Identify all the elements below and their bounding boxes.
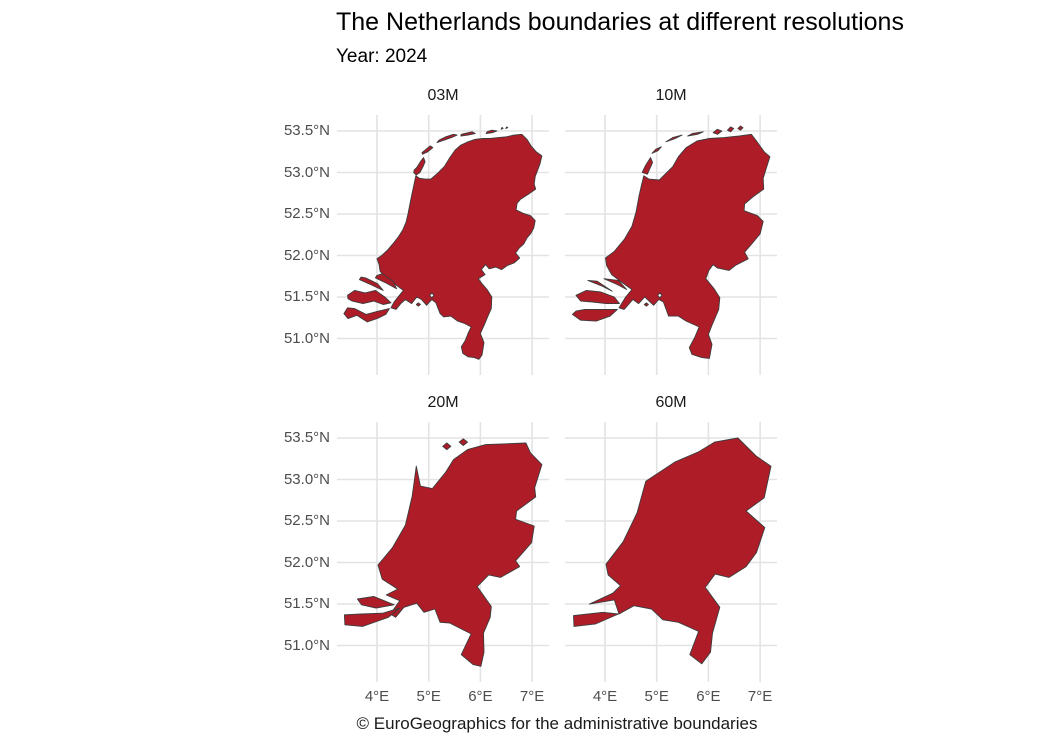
y-tick-label: 53.0°N bbox=[283, 470, 330, 488]
plot-caption: © EuroGeographics for the administrative… bbox=[356, 714, 758, 733]
plot-subtitle: Year: 2024 bbox=[336, 46, 428, 67]
wadden-diamond-1-polygon bbox=[442, 442, 452, 451]
x-tick-label: 5°E bbox=[644, 688, 669, 705]
ameland-island-polygon bbox=[687, 131, 704, 137]
map-panel-03m bbox=[337, 115, 549, 375]
schouwen-island-polygon bbox=[587, 279, 613, 292]
islet-speck-1-polygon bbox=[500, 126, 504, 130]
x-tick-label: 4°E bbox=[592, 688, 618, 705]
texel-island-polygon bbox=[413, 157, 426, 176]
mainland-polygon bbox=[376, 133, 543, 360]
y-tick-label: 51.5°N bbox=[283, 595, 330, 612]
y-tick-label: 53.5°N bbox=[283, 122, 330, 139]
y-tick-label: 52.5°N bbox=[283, 512, 330, 529]
map-panel-60m bbox=[565, 422, 777, 682]
walcheren-beveland-polygon bbox=[347, 289, 392, 305]
x-tick-label: 7°E bbox=[747, 688, 773, 705]
baarle-speck-polygon bbox=[643, 302, 649, 307]
x-tick-label: 6°E bbox=[696, 688, 721, 705]
x-tick-label: 6°E bbox=[468, 688, 493, 705]
wadden-diamond-2-polygon bbox=[458, 438, 468, 446]
ameland-island-polygon bbox=[460, 131, 476, 137]
goeree-island-polygon bbox=[374, 273, 398, 290]
schouwen-island-polygon bbox=[358, 276, 384, 291]
y-tick-label: 51.5°N bbox=[283, 288, 330, 305]
y-tick-label: 52.0°N bbox=[283, 246, 330, 264]
walcheren-beveland-polygon bbox=[575, 289, 620, 305]
x-tick-label: 7°E bbox=[519, 688, 545, 705]
schiermonnikoog-island-polygon bbox=[712, 128, 723, 135]
islet-speck-2-polygon bbox=[505, 126, 509, 129]
baarle-speck-polygon bbox=[415, 302, 421, 307]
x-tick-label: 5°E bbox=[416, 688, 441, 705]
y-tick-label: 53.0°N bbox=[283, 163, 330, 181]
facet-strip-20m: 20M bbox=[427, 394, 459, 411]
terschelling-island-polygon bbox=[665, 134, 683, 143]
mainland-polygon bbox=[605, 133, 771, 359]
y-tick-label: 52.5°N bbox=[283, 205, 330, 222]
vlieland-island-polygon bbox=[651, 146, 662, 154]
texel-island-polygon bbox=[641, 157, 654, 175]
y-tick-label: 51.0°N bbox=[283, 329, 330, 347]
walcheren-wedge-polygon bbox=[356, 596, 395, 609]
baarle-enclave-polygon bbox=[657, 292, 663, 299]
y-tick-label: 53.5°N bbox=[283, 429, 330, 446]
facet-strip-60m: 60M bbox=[655, 394, 687, 411]
mainland-polygon bbox=[589, 437, 772, 665]
schiermonnikoog-island-polygon bbox=[485, 129, 498, 134]
terschelling-island-polygon bbox=[436, 133, 458, 144]
zeeuws-vlaanderen-bar-polygon bbox=[573, 611, 619, 627]
y-tick-label: 51.0°N bbox=[283, 636, 330, 654]
plot-title: The Netherlands boundaries at different … bbox=[336, 8, 904, 36]
zeeuws-vlaanderen-polygon bbox=[343, 307, 390, 323]
zeeuws-vlaanderen-polygon bbox=[571, 308, 618, 322]
facet-strip-10m: 10M bbox=[655, 87, 687, 104]
islet-diamond-1-polygon bbox=[727, 126, 735, 133]
map-panel-20m bbox=[337, 422, 549, 682]
map-panel-10m bbox=[565, 115, 777, 375]
goeree-island-polygon bbox=[603, 278, 628, 290]
facet-strip-03m: 03M bbox=[427, 87, 459, 104]
islet-diamond-2-polygon bbox=[737, 125, 744, 131]
x-tick-label: 4°E bbox=[364, 688, 390, 705]
y-tick-label: 52.0°N bbox=[283, 553, 330, 571]
baarle-enclave-polygon bbox=[429, 292, 435, 299]
zeeuws-vlaanderen-bar-polygon bbox=[343, 607, 401, 627]
vlieland-island-polygon bbox=[421, 145, 434, 155]
mainland-polygon bbox=[377, 442, 543, 667]
